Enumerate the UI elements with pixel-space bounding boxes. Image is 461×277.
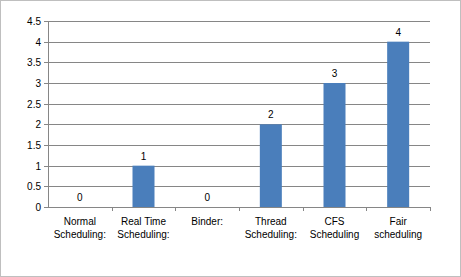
y-tick <box>44 166 48 167</box>
grid-line <box>48 104 430 105</box>
x-tick <box>366 207 367 211</box>
bar <box>196 207 218 208</box>
x-tick-label-line: Scheduling: <box>54 229 106 240</box>
grid-line <box>48 145 430 146</box>
bars <box>133 42 410 207</box>
y-tick-label: 2 <box>35 119 41 130</box>
bar <box>387 42 409 207</box>
x-tick-label-line: Real Time <box>121 216 166 227</box>
grid-line <box>48 62 430 63</box>
x-tick-label-line: Scheduling: <box>245 229 297 240</box>
grid-line <box>48 83 430 84</box>
x-tick-label-line: CFS <box>325 216 345 227</box>
y-tick <box>44 104 48 105</box>
x-tick-label-line: Scheduling: <box>117 229 169 240</box>
y-axis <box>48 21 49 207</box>
data-label: 3 <box>332 68 338 79</box>
y-tick-label: 0 <box>35 202 41 213</box>
x-tick-label: Thread Scheduling: <box>245 216 297 240</box>
x-tick <box>175 207 176 211</box>
y-tick-label: 1 <box>35 161 41 172</box>
x-tick-label-line: Thread <box>255 216 287 227</box>
x-tick-label-line: Normal <box>64 216 96 227</box>
chart-border <box>1 1 461 277</box>
x-tick-label: Binder: <box>191 216 223 227</box>
y-tick <box>44 42 48 43</box>
x-tick-label-line: Binder: <box>191 216 223 227</box>
y-tick-label: 3.5 <box>27 57 41 68</box>
x-tick-label: CFS Scheduling <box>310 216 359 240</box>
bar <box>69 207 91 208</box>
x-tick-label: Fair scheduling <box>374 216 422 240</box>
data-label: 0 <box>77 192 83 203</box>
x-tick-label: Real Time Scheduling: <box>117 216 169 240</box>
x-tick-label-line: Fair <box>390 216 408 227</box>
grid-line <box>48 166 430 167</box>
y-tick <box>44 124 48 125</box>
bar <box>324 83 346 207</box>
y-tick-label: 1.5 <box>27 140 41 151</box>
y-tick <box>44 62 48 63</box>
y-tick-label: 3 <box>35 78 41 89</box>
y-tick <box>44 207 48 208</box>
x-tick <box>239 207 240 211</box>
y-tick-label: 4.5 <box>27 16 41 27</box>
grid-line <box>48 186 430 187</box>
grid-line <box>48 42 430 43</box>
y-tick-label: 4 <box>35 37 41 48</box>
x-tick <box>430 207 431 211</box>
grid-line <box>48 124 430 125</box>
y-tick-label: 2.5 <box>27 99 41 110</box>
data-label: 4 <box>395 27 401 38</box>
chart-container: 0 0.5 1 1.5 2 2.5 3 3.5 4 4.5 0 1 0 2 3 4 Normal Scheduli… <box>0 0 461 277</box>
data-label: 0 <box>204 192 210 203</box>
bar <box>260 124 282 207</box>
bar <box>133 166 155 207</box>
chart-svg: 0 0.5 1 1.5 2 2.5 3 3.5 4 4.5 0 1 0 2 3 4 Normal Scheduli… <box>0 0 461 277</box>
x-tick-label: Normal Scheduling: <box>54 216 106 240</box>
y-tick <box>44 21 48 22</box>
data-label: 2 <box>268 109 274 120</box>
x-tick-label-line: Scheduling <box>310 229 359 240</box>
x-tick <box>303 207 304 211</box>
y-tick <box>44 83 48 84</box>
x-tick <box>112 207 113 211</box>
y-tick <box>44 186 48 187</box>
y-tick <box>44 145 48 146</box>
grid-line <box>48 21 430 22</box>
data-label: 1 <box>141 151 147 162</box>
y-tick-label: 0.5 <box>27 181 41 192</box>
x-tick-label-line: scheduling <box>374 229 422 240</box>
